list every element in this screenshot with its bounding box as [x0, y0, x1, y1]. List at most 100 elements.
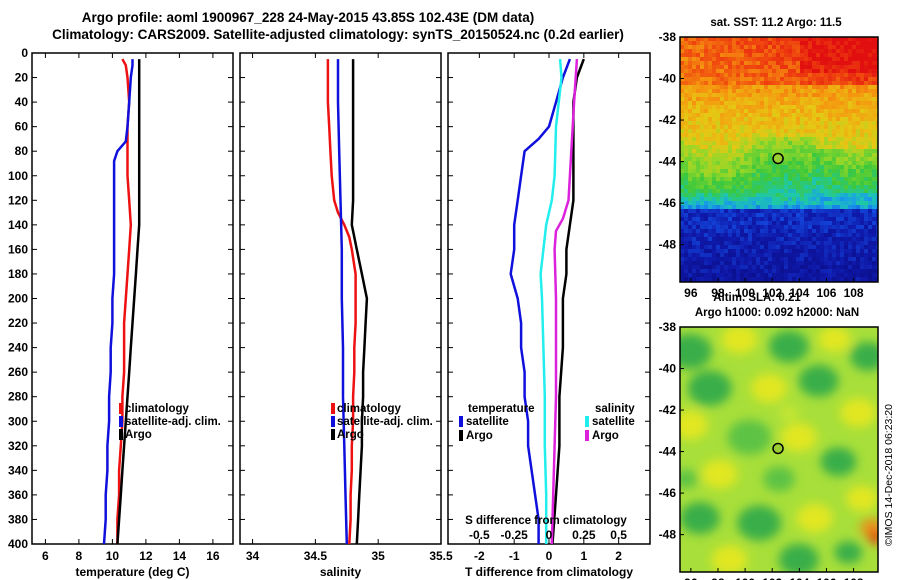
x-tick-label: 35.5: [429, 549, 453, 563]
sst-cell: [736, 273, 740, 277]
sst-cell: [816, 229, 820, 233]
sst-cell: [756, 265, 760, 269]
x-tick-label: 0: [546, 549, 553, 563]
sst-cell: [696, 105, 700, 109]
sst-cell: [860, 49, 864, 53]
sst-cell: [700, 237, 704, 241]
sst-cell: [800, 217, 804, 221]
sst-cell: [872, 269, 876, 273]
sst-cell: [740, 205, 744, 209]
sst-cell: [832, 157, 836, 161]
sst-cell: [748, 165, 752, 169]
sst-cell: [752, 237, 756, 241]
sst-cell: [808, 197, 812, 201]
sst-cell: [724, 261, 728, 265]
sst-cell: [748, 249, 752, 253]
sst-cell: [788, 105, 792, 109]
sst-cell: [856, 261, 860, 265]
sst-cell: [808, 105, 812, 109]
sst-cell: [740, 157, 744, 161]
sst-cell: [820, 101, 824, 105]
sst-cell: [728, 173, 732, 177]
sst-cell: [708, 277, 712, 281]
sst-cell: [728, 93, 732, 97]
sst-cell: [844, 241, 848, 245]
sst-cell: [700, 149, 704, 153]
sst-cell: [764, 53, 768, 57]
sst-cell: [836, 77, 840, 81]
sst-cell: [816, 153, 820, 157]
sst-cell: [860, 157, 864, 161]
sst-cell: [736, 113, 740, 117]
sst-cell: [816, 221, 820, 225]
sst-cell: [816, 277, 820, 281]
sst-cell: [700, 273, 704, 277]
sst-cell: [716, 245, 720, 249]
sst-cell: [776, 97, 780, 101]
sst-cell: [852, 265, 856, 269]
sst-cell: [840, 157, 844, 161]
sst-cell: [800, 121, 804, 125]
sst-cell: [796, 77, 800, 81]
sst-cell: [844, 85, 848, 89]
sst-cell: [736, 97, 740, 101]
sst-cell: [836, 37, 840, 41]
sst-cell: [856, 101, 860, 105]
sst-cell: [812, 177, 816, 181]
sst-cell: [692, 65, 696, 69]
sst-cell: [808, 137, 812, 141]
sst-cell: [720, 173, 724, 177]
sst-cell: [784, 233, 788, 237]
sst-cell: [828, 57, 832, 61]
sst-cell: [812, 97, 816, 101]
sst-cell: [868, 229, 872, 233]
sst-cell: [760, 201, 764, 205]
sst-cell: [840, 57, 844, 61]
sst-cell: [804, 161, 808, 165]
sst-cell: [848, 77, 852, 81]
sst-cell: [728, 177, 732, 181]
series-line-satellite-adj-clim-: [336, 59, 349, 545]
sst-cell: [820, 217, 824, 221]
sst-cell: [740, 125, 744, 129]
sst-cell: [680, 141, 684, 145]
sst-cell: [844, 149, 848, 153]
sst-cell: [852, 105, 856, 109]
sst-cell: [724, 193, 728, 197]
sst-cell: [868, 137, 872, 141]
sst-cell: [760, 49, 764, 53]
sst-cell: [776, 173, 780, 177]
sst-cell: [772, 261, 776, 265]
sst-cell: [748, 145, 752, 149]
map-y-tick-label: -46: [659, 196, 677, 210]
sst-cell: [808, 141, 812, 145]
sst-cell: [732, 205, 736, 209]
sst-cell: [692, 185, 696, 189]
sst-cell: [820, 165, 824, 169]
sst-cell: [872, 65, 876, 69]
sst-cell: [692, 137, 696, 141]
sst-cell: [776, 65, 780, 69]
x-tick-label: 8: [76, 549, 83, 563]
sst-cell: [828, 173, 832, 177]
sst-cell: [824, 105, 828, 109]
sst-cell: [840, 269, 844, 273]
sst-cell: [748, 189, 752, 193]
sst-cell: [724, 61, 728, 65]
sst-cell: [768, 233, 772, 237]
sst-cell: [760, 37, 764, 41]
map-x-tick-label: 102: [762, 576, 782, 580]
sst-cell: [812, 149, 816, 153]
sst-cell: [848, 125, 852, 129]
sst-cell: [704, 185, 708, 189]
sst-cell: [780, 245, 784, 249]
sst-cell: [736, 117, 740, 121]
sst-cell: [828, 53, 832, 57]
sst-cell: [712, 185, 716, 189]
sst-cell: [720, 69, 724, 73]
sst-cell: [684, 149, 688, 153]
sst-cell: [752, 221, 756, 225]
sst-cell: [860, 53, 864, 57]
sst-cell: [836, 273, 840, 277]
sst-cell: [808, 53, 812, 57]
